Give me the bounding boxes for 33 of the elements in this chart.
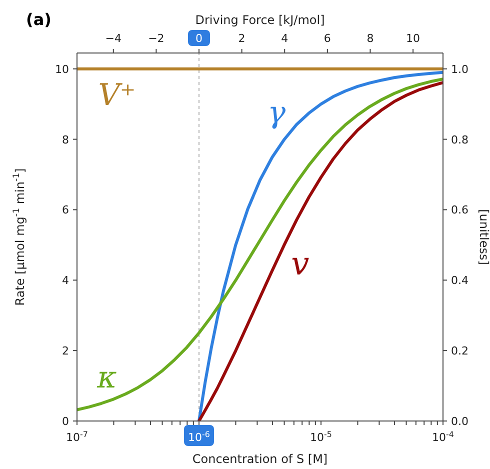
y-tick-label: 4 bbox=[62, 274, 69, 288]
x-tick-label: 10$^{-5}$ bbox=[310, 430, 332, 444]
y2-tick-label: 0.4 bbox=[451, 274, 468, 288]
x-tick-label: 10$^{-7}$ bbox=[66, 430, 88, 444]
y-tick-label: 6 bbox=[62, 204, 69, 217]
x-tick-label: 10$^{-6}$ bbox=[188, 430, 210, 444]
y-tick-label: 0 bbox=[62, 415, 69, 428]
text: (a) bbox=[26, 10, 52, 29]
y-tick-label: 10 bbox=[55, 62, 69, 76]
y-tick-label: 2 bbox=[62, 344, 69, 358]
y2-tick-label: 0.8 bbox=[451, 133, 468, 146]
series-label: V⁺ bbox=[98, 78, 136, 113]
x2-tick-label: 0 bbox=[196, 32, 202, 45]
x2-tick-label: −2 bbox=[148, 32, 164, 45]
x-tick-label: 10$^{-4}$ bbox=[432, 430, 454, 444]
x-axis-title: Concentration of S [M] bbox=[192, 452, 328, 466]
series-label: γ bbox=[268, 95, 286, 130]
x2-tick-label: 10 bbox=[406, 32, 420, 45]
y2-tick-label: 1.0 bbox=[451, 62, 468, 76]
x2-tick-label: 4 bbox=[281, 32, 288, 45]
y2-axis-title: [unitless] bbox=[477, 209, 490, 265]
line-series bbox=[77, 78, 443, 412]
x2-tick-label: 6 bbox=[324, 32, 331, 45]
series-label: v bbox=[291, 244, 310, 283]
x2-tick-label: 8 bbox=[366, 32, 374, 45]
y2-tick-label: 0.0 bbox=[451, 415, 468, 428]
x2-tick-label: 2 bbox=[238, 32, 246, 45]
x2-axis-title: Driving Force [kJ/mol] bbox=[195, 13, 325, 27]
series-label: κ bbox=[96, 360, 118, 396]
y-tick-label: 8 bbox=[62, 133, 69, 146]
y2-tick-label: 0.6 bbox=[451, 204, 468, 217]
y2-tick-label: 0.2 bbox=[451, 344, 468, 358]
x2-tick-label: −4 bbox=[105, 32, 122, 45]
